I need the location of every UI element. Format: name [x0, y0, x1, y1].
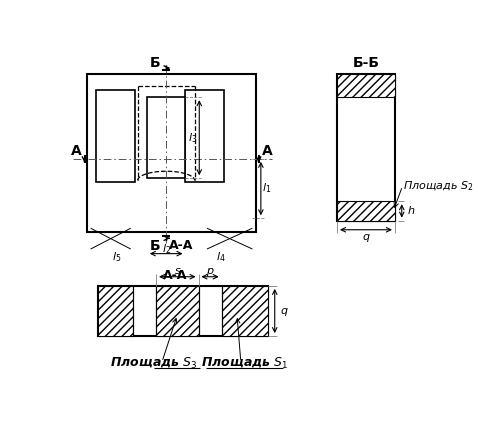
Text: q: q — [281, 306, 288, 316]
Bar — [87, 74, 256, 232]
Text: $l_4$: $l_4$ — [216, 250, 226, 264]
Text: А-А: А-А — [163, 270, 188, 282]
Text: Площадь $S_2$: Площадь $S_2$ — [402, 179, 473, 193]
Bar — [337, 74, 395, 97]
Bar — [186, 89, 224, 182]
Bar — [96, 89, 134, 182]
Text: $l_3$: $l_3$ — [188, 131, 198, 145]
Bar — [337, 74, 395, 221]
Text: Площадь $S_1$: Площадь $S_1$ — [201, 356, 288, 371]
Text: q: q — [362, 233, 370, 242]
Text: $l_5$: $l_5$ — [112, 250, 122, 264]
Bar — [337, 201, 395, 221]
Text: p: p — [206, 265, 214, 276]
Text: s: s — [174, 265, 180, 276]
Bar — [156, 286, 198, 336]
Bar — [222, 286, 268, 336]
Text: $l_1$: $l_1$ — [262, 181, 272, 196]
Text: $l_2$: $l_2$ — [162, 242, 171, 256]
Text: h: h — [407, 206, 414, 216]
Text: А-А: А-А — [170, 239, 194, 253]
Bar — [98, 286, 268, 336]
Text: А: А — [262, 144, 272, 158]
Text: Б: Б — [150, 239, 160, 253]
Text: А: А — [70, 144, 82, 158]
Bar — [98, 286, 133, 336]
Text: Б: Б — [150, 56, 160, 70]
Bar — [147, 97, 186, 178]
Text: Б-Б: Б-Б — [352, 56, 380, 70]
Text: Площадь $S_3$: Площадь $S_3$ — [110, 356, 198, 371]
